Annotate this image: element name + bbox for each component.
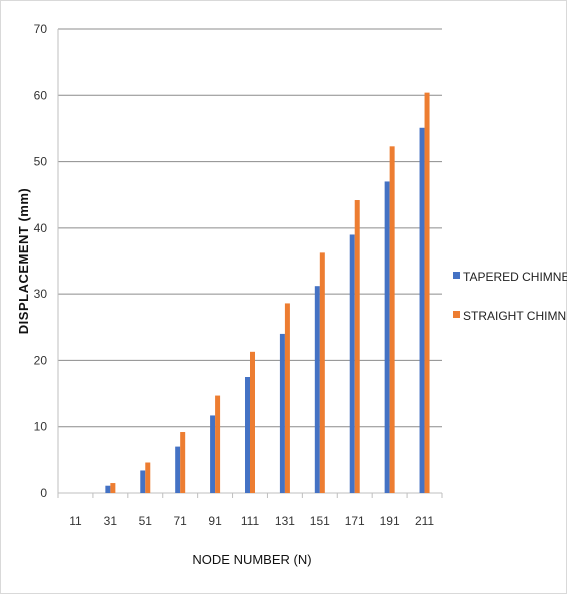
gridlines (58, 28, 442, 428)
y-tick-label: 50 (34, 155, 48, 169)
bar-straight-171 (354, 200, 360, 493)
y-tick-label: 10 (34, 420, 48, 434)
x-tick-label: 11 (69, 514, 82, 528)
legend: TAPERED CHIMNEY STRAIGHT CHIMNEY (453, 270, 567, 323)
bar-tapered-131 (279, 333, 285, 493)
x-tick-label: 131 (275, 514, 295, 528)
legend-swatch-tapered (453, 272, 460, 279)
y-tick-label: 0 (40, 486, 47, 500)
bar-straight-51 (145, 462, 151, 493)
legend-swatch-straight (453, 311, 460, 318)
bar-tapered-151 (314, 286, 320, 493)
bar-tapered-171 (349, 234, 355, 493)
bar-straight-151 (319, 252, 325, 493)
x-tick-label: 111 (241, 514, 260, 528)
y-axis-title: DISPLACEMENT (mm) (16, 188, 31, 334)
x-tick-label: 171 (345, 514, 365, 528)
bar-tapered-111 (245, 377, 250, 493)
legend-item-straight: STRAIGHT CHIMNEY (453, 309, 567, 323)
y-tick-labels: 0 10 20 30 40 50 60 70 (34, 22, 48, 500)
x-tick-label: 91 (208, 514, 222, 528)
x-tick-label: 211 (415, 514, 434, 528)
bar-straight-91 (215, 395, 221, 493)
bar-straight-31 (110, 483, 116, 493)
y-tick-label: 60 (34, 88, 48, 102)
x-tick-labels: 11 31 51 71 91 111 131 151 171 191 211 (69, 514, 434, 528)
legend-label-straight: STRAIGHT CHIMNEY (463, 309, 567, 323)
bar-tapered-191 (384, 181, 390, 493)
y-tick-label: 20 (34, 353, 48, 367)
bar-tapered-51 (140, 470, 146, 493)
bar-tapered-91 (210, 415, 216, 493)
bar-tapered-211 (419, 127, 425, 493)
bar-straight-211 (424, 92, 430, 494)
bar-tapered-31 (105, 485, 111, 493)
legend-label-tapered: TAPERED CHIMNEY (463, 270, 567, 284)
bar-tapered-71 (175, 446, 181, 493)
y-tick-label: 70 (34, 22, 48, 36)
y-tick-label: 40 (34, 221, 48, 235)
bar-straight-111 (250, 351, 255, 493)
legend-item-tapered: TAPERED CHIMNEY (453, 270, 567, 284)
x-tick-label: 31 (104, 514, 118, 528)
x-tick-label: 51 (139, 514, 153, 528)
bar-straight-131 (284, 303, 290, 493)
bar-straight-71 (180, 432, 186, 493)
y-tick-label: 30 (34, 287, 48, 301)
x-tick-label: 71 (174, 514, 188, 528)
x-tick-label: 191 (380, 514, 400, 528)
x-tick-label: 151 (310, 514, 330, 528)
bars (105, 92, 430, 494)
bar-straight-191 (389, 146, 395, 493)
x-axis-title: NODE NUMBER (N) (192, 552, 311, 567)
